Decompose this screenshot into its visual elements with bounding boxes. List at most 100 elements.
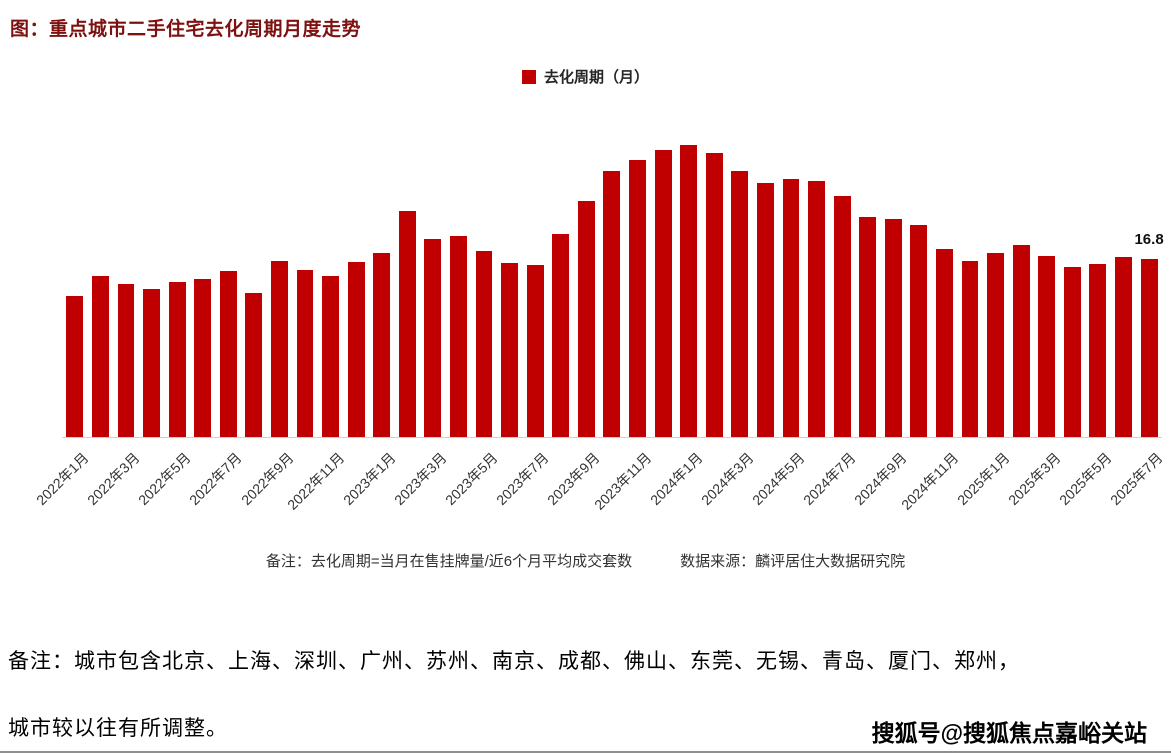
bar-2024年8月 — [859, 217, 877, 437]
bar-2022年9月 — [270, 260, 288, 437]
note-source: 数据来源：麟评居住大数据研究院 — [680, 553, 906, 570]
bar-slot — [676, 120, 702, 437]
bar-2025年2月 — [1012, 244, 1030, 437]
bar-slot — [1085, 120, 1111, 437]
bar-slot — [318, 120, 344, 437]
bar-2022年4月 — [143, 289, 160, 437]
bar-slot — [548, 120, 574, 437]
bar-2022年3月 — [117, 283, 135, 437]
bar-slot — [190, 120, 216, 437]
bar-slot — [625, 120, 651, 437]
legend: 去化周期（月） — [0, 66, 1171, 87]
x-axis-ticks: 2022年1月 2022年3月 2022年5月 2022年7月 2022年9月 2022年… — [32, 449, 1166, 513]
bar-2025年5月 — [1089, 263, 1107, 437]
bar-slot — [343, 120, 369, 437]
bar-2025年1月 — [987, 253, 1005, 437]
bar-slot — [139, 120, 165, 437]
bar-slot — [753, 120, 779, 437]
bar-2024年3月 — [731, 170, 749, 437]
bar-slot — [522, 120, 548, 437]
bar-slot — [369, 120, 395, 437]
legend-swatch-icon — [521, 69, 536, 84]
bar-2024年10月 — [910, 224, 928, 437]
bar-2024年2月 — [705, 152, 723, 437]
bar-slot — [574, 120, 600, 437]
bar-slot — [1034, 120, 1060, 437]
bar-slot — [267, 120, 293, 437]
bar-2024年11月 — [936, 248, 953, 437]
bar-slot — [420, 120, 446, 437]
bar-slot — [241, 120, 267, 437]
bar-slot — [957, 120, 983, 437]
bar-2023年8月 — [552, 234, 570, 437]
bar-2024年9月 — [884, 219, 902, 437]
footnote: 备注：城市包含北京、上海、深圳、广州、苏州、南京、成都、佛山、东莞、无锡、青岛、… — [8, 628, 1020, 753]
bar-slot — [932, 120, 958, 437]
legend-label: 去化周期（月） — [543, 69, 649, 86]
bar-slot — [164, 120, 190, 437]
bar-2022年10月 — [296, 270, 314, 437]
bar-2022年7月 — [219, 271, 237, 437]
bar-2023年6月 — [501, 262, 519, 437]
bar-slot — [62, 120, 88, 437]
bar-2024年7月 — [833, 196, 851, 437]
bar-2023年11月 — [629, 160, 646, 437]
footnote-line-2: 城市较以往有所调整。 — [8, 716, 228, 740]
bar-2024年5月 — [782, 179, 800, 437]
bar-2024年4月 — [756, 183, 774, 437]
bar-slot — [215, 120, 241, 437]
bar-slot — [727, 120, 753, 437]
chart-title: 图：重点城市二手住宅去化周期月度走势 — [10, 19, 362, 40]
bottom-divider — [0, 751, 1171, 753]
bar-2023年2月 — [398, 210, 416, 437]
bar-slot — [650, 120, 676, 437]
bar-2022年8月 — [245, 293, 263, 437]
bar-2022年1月 — [66, 296, 84, 437]
bar-slot — [497, 120, 523, 437]
bar-slot — [829, 120, 855, 437]
bar-slot — [292, 120, 318, 437]
bar-2022年2月 — [91, 276, 109, 437]
bar-slot — [804, 120, 830, 437]
bar-2023年10月 — [603, 170, 621, 437]
bar-slot — [778, 120, 804, 437]
bar-2022年12月 — [347, 261, 365, 437]
bar-2024年1月 — [680, 145, 698, 437]
bar-2022年6月 — [194, 278, 212, 437]
bar-slot — [983, 120, 1009, 437]
plot-area: 16.8 — [62, 120, 1164, 438]
bar-slot — [906, 120, 932, 437]
bar-slot — [446, 120, 472, 437]
bar-2023年1月 — [373, 253, 391, 437]
bar-slot — [88, 120, 114, 437]
bar-slot — [881, 120, 907, 437]
bar-2024年6月 — [808, 181, 825, 437]
bar-2025年6月 — [1115, 257, 1132, 437]
bar-slot — [701, 120, 727, 437]
bar-slot — [1111, 120, 1137, 437]
last-value-label: 16.8 — [1134, 231, 1164, 249]
bar-slot — [113, 120, 139, 437]
bar-2023年5月 — [475, 251, 493, 437]
note-definition: 备注：去化周期=当月在售挂牌量/近6个月平均成交套数 — [265, 553, 633, 570]
bar-2022年5月 — [168, 281, 186, 437]
bar-2024年12月 — [961, 260, 979, 437]
footnote-line-1: 备注：城市包含北京、上海、深圳、广州、苏州、南京、成都、佛山、东莞、无锡、青岛、… — [8, 649, 1020, 673]
bar-2023年3月 — [424, 239, 442, 437]
bar-2023年7月 — [526, 264, 544, 437]
bar-2025年7月 — [1140, 259, 1158, 437]
bar-slot — [395, 120, 421, 437]
bar-2023年4月 — [450, 236, 467, 437]
bar-2023年12月 — [654, 149, 672, 437]
bar-2025年3月 — [1038, 256, 1056, 437]
bar-slot — [855, 120, 881, 437]
bar-2023年9月 — [577, 201, 595, 437]
bar-slot — [1008, 120, 1034, 437]
watermark: 搜狐号@搜狐焦点嘉峪关站 — [871, 720, 1147, 746]
bar-2025年4月 — [1063, 266, 1081, 437]
bar-slot — [471, 120, 497, 437]
notes-row: 备注：去化周期=当月在售挂牌量/近6个月平均成交套数 数据来源：麟评居住大数据研… — [0, 550, 1171, 571]
bar-2022年11月 — [322, 276, 339, 437]
bar-slot — [1060, 120, 1086, 437]
